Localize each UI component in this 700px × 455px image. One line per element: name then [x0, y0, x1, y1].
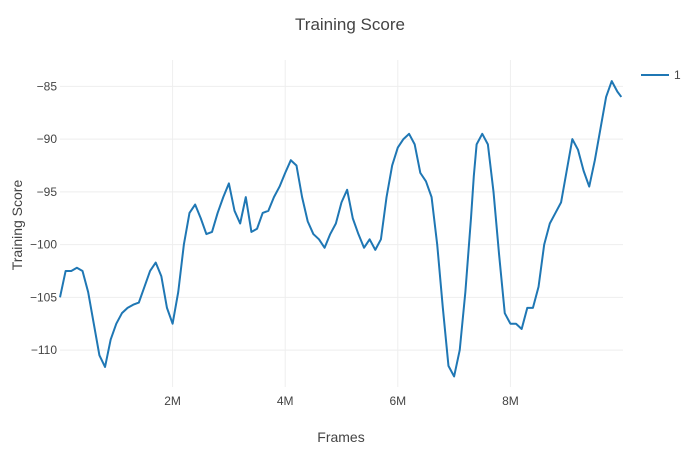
grid — [60, 60, 623, 387]
series-layer — [59, 80, 623, 378]
y-tick-label: −100 — [30, 238, 57, 252]
x-tick-label: 8M — [502, 394, 519, 408]
series-line-1[interactable] — [59, 80, 623, 378]
y-tick-label: −105 — [30, 290, 57, 304]
y-tick-label: −85 — [37, 79, 58, 93]
y-tick-label: −90 — [37, 132, 58, 146]
x-tick-label: 4M — [277, 394, 294, 408]
chart-title: Training Score — [295, 15, 405, 34]
x-tick-label: 2M — [164, 394, 181, 408]
y-tick-label: −110 — [31, 343, 57, 357]
axes: 2M 4M 6M 8M −110 −105 −100 −95 −90 −85 — [30, 79, 519, 408]
y-axis-title: Training Score — [9, 180, 25, 271]
x-axis-title: Frames — [317, 429, 364, 445]
y-tick-label: −95 — [37, 185, 58, 199]
legend[interactable]: 1 — [641, 68, 681, 82]
x-tick-label: 6M — [389, 394, 406, 408]
legend-label: 1 — [674, 68, 681, 82]
